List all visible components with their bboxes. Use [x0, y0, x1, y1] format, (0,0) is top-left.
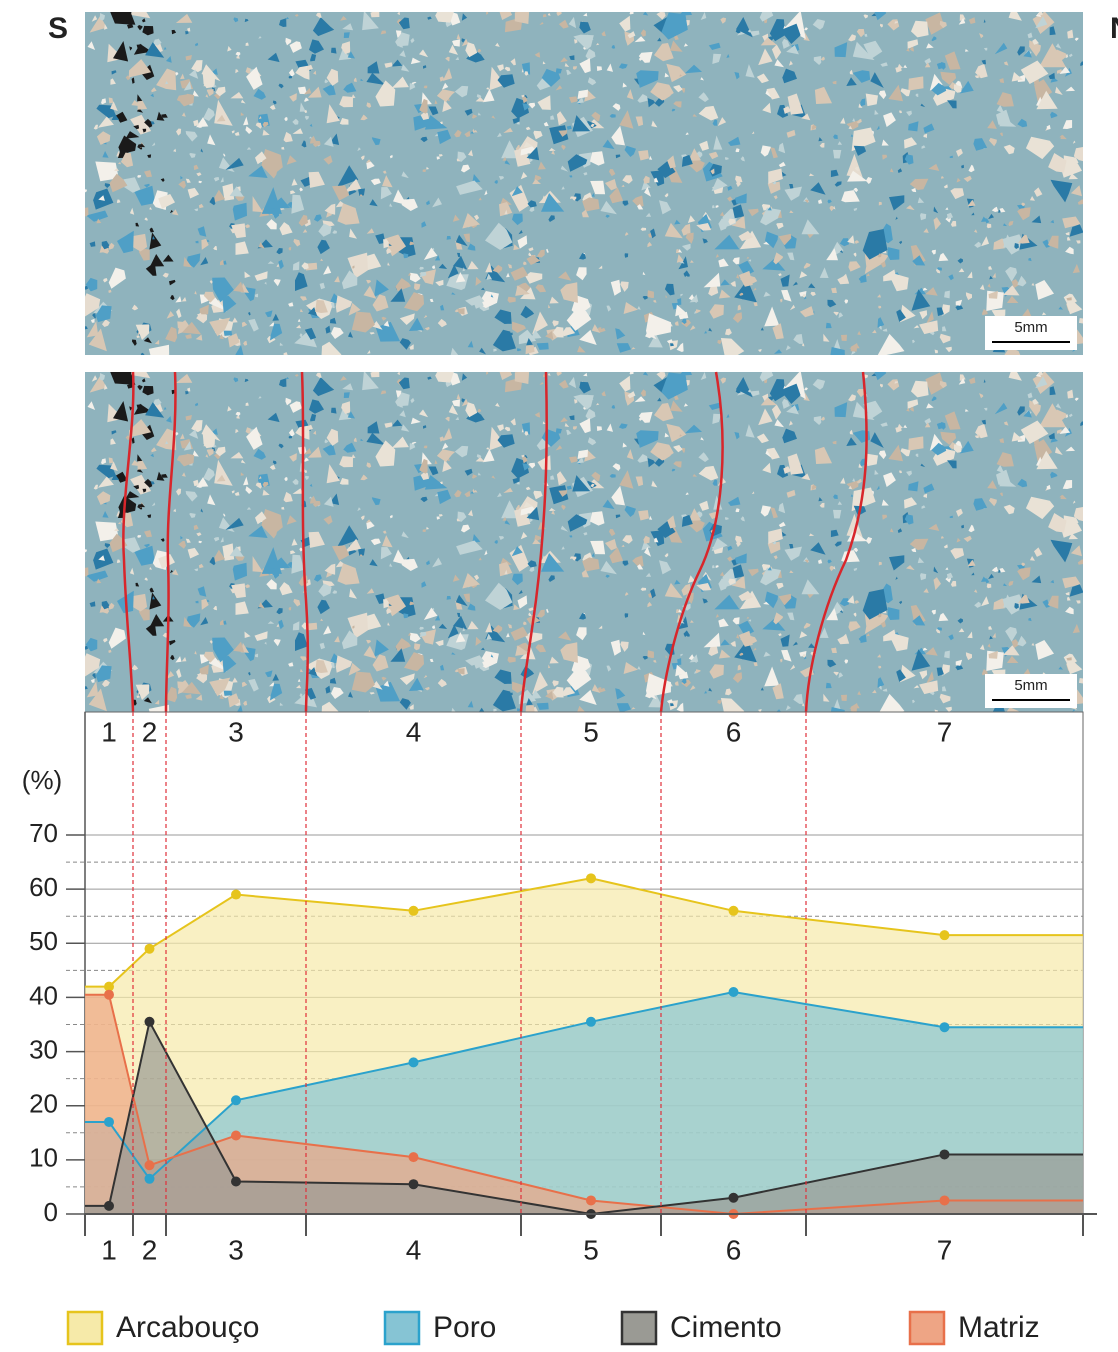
data-point	[940, 1195, 950, 1205]
legend-label: Arcabouço	[116, 1311, 259, 1344]
north-label: N	[1110, 12, 1118, 45]
legend-label: Cimento	[670, 1311, 782, 1344]
data-point	[940, 1149, 950, 1159]
data-point	[729, 906, 739, 916]
photo-grain	[370, 370, 379, 377]
data-point	[409, 1152, 419, 1162]
x-tick-label: 3	[228, 1234, 244, 1265]
data-point	[104, 1117, 114, 1127]
photo-grain	[344, 32, 350, 38]
photo-grain	[370, 10, 379, 17]
photo-grain	[81, 567, 88, 576]
x-tick-label: 5	[583, 1234, 599, 1265]
y-tick-label: 10	[29, 1143, 58, 1173]
data-point	[145, 1017, 155, 1027]
photo-grain	[344, 392, 350, 398]
scale-bar: 5mm	[985, 674, 1077, 708]
data-point	[409, 1179, 419, 1189]
x-tick-label: 4	[406, 1234, 422, 1265]
y-tick-label: 0	[44, 1197, 58, 1227]
data-point	[231, 890, 241, 900]
legend-swatch	[622, 1312, 656, 1344]
photo-grain	[423, 529, 426, 532]
y-axis-label: (%)	[22, 765, 62, 795]
x-tick-label: 1	[101, 1234, 117, 1265]
photo-grain	[908, 436, 923, 450]
zone-label-top: 6	[726, 716, 742, 747]
photo-grain	[224, 691, 232, 696]
data-point	[145, 944, 155, 954]
data-point	[104, 990, 114, 1000]
photo-grain	[625, 253, 629, 258]
y-tick-label: 50	[29, 926, 58, 956]
data-point	[729, 987, 739, 997]
data-point	[586, 873, 596, 883]
y-tick-label: 40	[29, 980, 58, 1010]
photo-grain	[944, 651, 950, 659]
photo	[80, 357, 1087, 728]
south-label: S	[48, 12, 68, 45]
data-point	[940, 1022, 950, 1032]
zone-label-top: 4	[406, 716, 422, 747]
data-point	[145, 1160, 155, 1170]
y-tick-label: 30	[29, 1034, 58, 1064]
zone-label-top: 1	[101, 716, 117, 747]
photo-grain	[1079, 318, 1085, 324]
photo-grain	[331, 408, 337, 414]
photo	[80, 0, 1087, 368]
photo	[80, 357, 1087, 728]
photo-grain	[841, 335, 847, 341]
y-tick-label: 70	[29, 818, 58, 848]
data-point	[586, 1017, 596, 1027]
photo-grain	[1079, 678, 1085, 684]
data-point	[729, 1193, 739, 1203]
legend-swatch	[385, 1312, 419, 1344]
data-point	[940, 930, 950, 940]
data-point	[145, 1174, 155, 1184]
data-point	[231, 1095, 241, 1105]
data-point	[231, 1177, 241, 1187]
data-point	[586, 1195, 596, 1205]
y-tick-label: 60	[29, 872, 58, 902]
photo-grain	[866, 454, 878, 467]
photo-grain	[625, 613, 629, 618]
photo-grain	[423, 169, 426, 172]
data-point	[104, 1201, 114, 1211]
scale-text: 5mm	[1014, 319, 1047, 336]
zone-label-top: 2	[142, 716, 158, 747]
data-point	[231, 1130, 241, 1140]
photo-grain	[830, 347, 845, 366]
photo-grain	[81, 207, 88, 216]
scale-text: 5mm	[1014, 677, 1047, 694]
photo-grain	[331, 48, 337, 54]
data-point	[409, 906, 419, 916]
zone-label-top: 3	[228, 716, 244, 747]
photo-grain	[944, 291, 950, 299]
photo-grain	[630, 371, 634, 375]
zone-label-top: 7	[937, 716, 953, 747]
x-tick-label: 6	[726, 1234, 742, 1265]
y-tick-label: 20	[29, 1089, 58, 1119]
photo-grain	[866, 94, 878, 107]
x-tick-label: 2	[142, 1234, 158, 1265]
legend-label: Poro	[433, 1311, 496, 1344]
x-tick-label: 7	[937, 1234, 953, 1265]
figure: S N 5mm 5mm (%)0102030405060701122334455…	[0, 0, 1118, 1347]
legend-swatch	[68, 1312, 102, 1344]
photo-grain	[630, 11, 634, 15]
photo-grain	[987, 584, 992, 589]
chart: (%)01020304050607011223344556677Arcabouç…	[22, 712, 1097, 1344]
legend-swatch	[910, 1312, 944, 1344]
photo-grain	[987, 224, 992, 229]
photo-grain	[908, 76, 923, 90]
zone-label-top: 5	[583, 716, 599, 747]
photo-grain	[224, 331, 232, 336]
legend-label: Matriz	[958, 1311, 1040, 1344]
data-point	[409, 1057, 419, 1067]
scale-bar: 5mm	[985, 316, 1077, 350]
photo-grain	[841, 695, 847, 701]
